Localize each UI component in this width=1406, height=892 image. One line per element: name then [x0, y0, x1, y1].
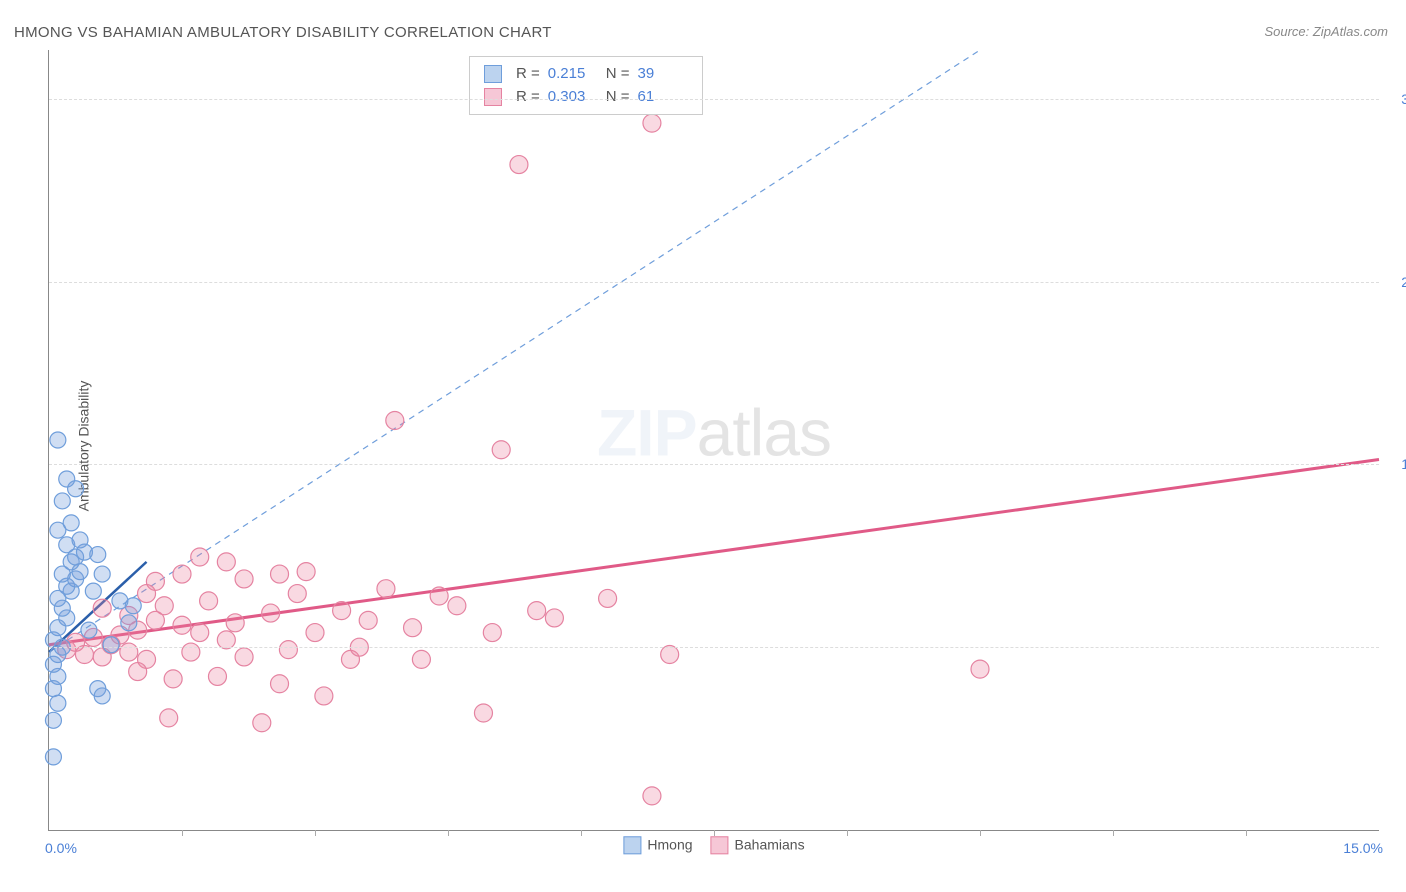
swatch-hmong-icon [484, 65, 502, 83]
stat-N-hmong: 39 [638, 63, 688, 86]
x-axis-min-label: 0.0% [45, 840, 77, 856]
y-tick-label: 7.5% [1386, 639, 1406, 655]
gridline [49, 282, 1379, 283]
y-tick-label: 22.5% [1386, 274, 1406, 290]
source-attribution: Source: ZipAtlas.com [1264, 24, 1388, 39]
chart-title: HMONG VS BAHAMIAN AMBULATORY DISABILITY … [14, 24, 552, 41]
legend-swatch-bahamians-icon [711, 836, 729, 854]
stat-R-hmong: 0.215 [548, 63, 598, 86]
legend-swatch-hmong-icon [623, 836, 641, 854]
legend-item-bahamians: Bahamians [711, 836, 805, 854]
scatter-svg [49, 50, 1379, 830]
plot-area: ZIPatlas R = 0.215 N = 39 R = 0.303 N = … [48, 50, 1379, 831]
x-tick [581, 830, 582, 836]
gridline [49, 464, 1379, 465]
chart-container: HMONG VS BAHAMIAN AMBULATORY DISABILITY … [0, 0, 1406, 892]
swatch-bahamians-icon [484, 88, 502, 106]
x-tick [1113, 830, 1114, 836]
stats-legend-box: R = 0.215 N = 39 R = 0.303 N = 61 [469, 56, 703, 115]
stat-N-bahamians: 61 [638, 86, 688, 109]
y-tick-label: 15.0% [1386, 456, 1406, 472]
x-tick [847, 830, 848, 836]
stats-row-hmong: R = 0.215 N = 39 [484, 63, 688, 86]
x-axis-max-label: 15.0% [1343, 840, 1383, 856]
legend-item-hmong: Hmong [623, 836, 692, 854]
x-tick [182, 830, 183, 836]
gridline [49, 647, 1379, 648]
y-tick-label: 30.0% [1386, 91, 1406, 107]
x-tick [980, 830, 981, 836]
stats-row-bahamians: R = 0.303 N = 61 [484, 86, 688, 109]
x-tick [1246, 830, 1247, 836]
stat-R-bahamians: 0.303 [548, 86, 598, 109]
x-tick [714, 830, 715, 836]
x-tick [448, 830, 449, 836]
gridline [49, 99, 1379, 100]
x-tick [315, 830, 316, 836]
